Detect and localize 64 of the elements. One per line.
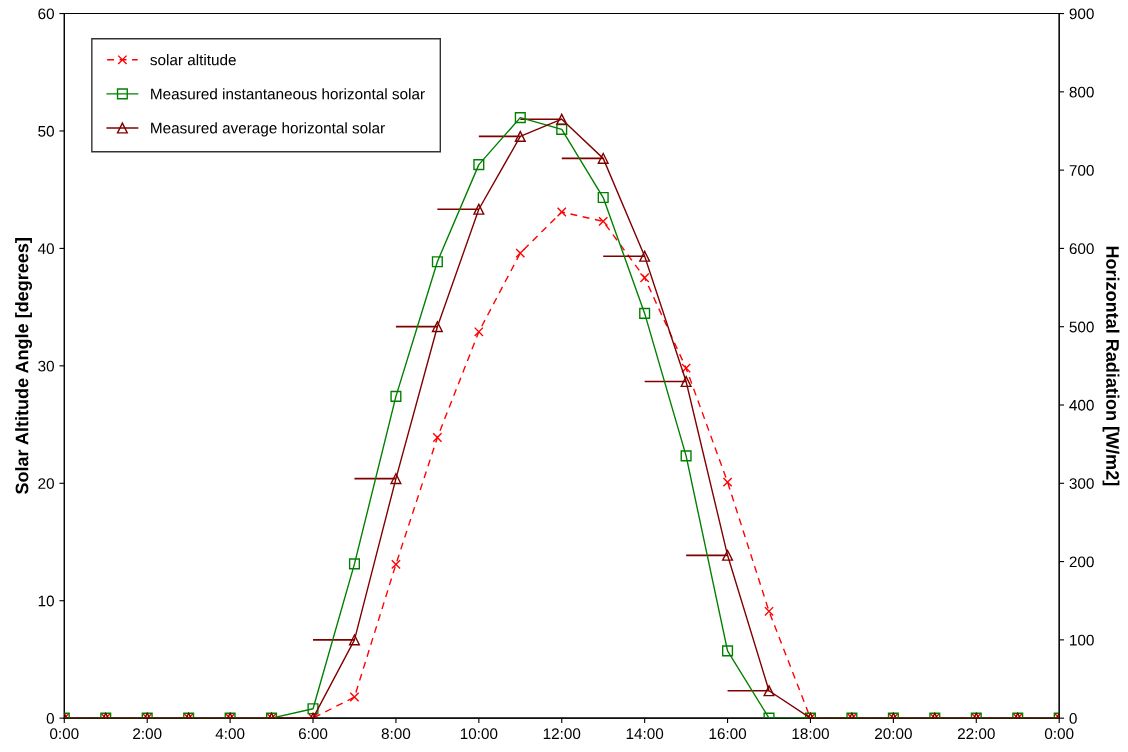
point — [681, 363, 691, 374]
point — [431, 321, 443, 333]
y2-tick-label: 300 — [1069, 478, 1094, 489]
y-tick-label: 20 — [38, 478, 54, 489]
y-tick-label: 50 — [38, 125, 54, 137]
y2-tick-label: 800 — [1069, 86, 1094, 98]
point — [473, 203, 485, 215]
point — [348, 558, 361, 570]
point — [597, 152, 609, 164]
point — [514, 112, 526, 124]
x-tick-label: 6:00 — [298, 728, 328, 740]
legend-label: Measured average horizontal solar — [151, 122, 385, 137]
y-tick-label: 30 — [38, 360, 54, 372]
y-axis-title: Solar Altitude Angle [degrees] — [15, 238, 33, 495]
x-tick-label: 14:00 — [626, 728, 664, 740]
y2-tick-label: 400 — [1069, 399, 1094, 411]
point — [515, 248, 526, 258]
y-tick-label: 40 — [37, 243, 54, 255]
point — [390, 473, 402, 485]
point — [639, 307, 651, 319]
point — [391, 559, 401, 570]
point — [639, 272, 650, 283]
point — [556, 113, 568, 125]
point — [680, 450, 692, 462]
y-tick-label: 10 — [38, 595, 54, 607]
y-tick-label: 60 — [38, 8, 54, 20]
x-tick-label: 2:00 — [133, 728, 162, 740]
point — [390, 390, 402, 402]
x-tick-label: 22:00 — [957, 728, 995, 740]
point — [764, 606, 774, 617]
point — [639, 250, 651, 262]
point — [597, 191, 609, 204]
point — [556, 123, 568, 135]
y2-axis-title: Horizontal Radiation [W/m2] — [1102, 246, 1120, 486]
y2-tick-label: 700 — [1069, 164, 1094, 176]
point — [680, 375, 692, 388]
x-tick-label: 10:00 — [460, 728, 498, 740]
point — [556, 207, 567, 217]
y2-tick-label: 500 — [1069, 321, 1094, 333]
point — [514, 130, 526, 143]
x-tick-label: 0:00 — [1044, 728, 1074, 740]
x-tick-label: 16:00 — [709, 728, 747, 740]
y2-tick-label: 900 — [1069, 8, 1094, 20]
x-tick-label: 8:00 — [381, 728, 411, 740]
point — [349, 692, 360, 702]
y2-tick-label: 600 — [1069, 243, 1094, 255]
point — [473, 159, 485, 171]
point — [431, 256, 443, 268]
point — [432, 432, 443, 443]
point — [722, 477, 733, 487]
x-tick-label: 20:00 — [875, 728, 912, 740]
legend-label: solar altitude — [150, 54, 236, 66]
y2-tick-label: 0 — [1069, 713, 1077, 724]
x-tick-label: 4:00 — [215, 728, 245, 740]
x-tick-label: 18:00 — [792, 728, 829, 740]
y-tick-label: 0 — [46, 713, 54, 724]
x-tick-label: 12:00 — [543, 728, 581, 740]
point — [598, 216, 609, 227]
point — [722, 549, 734, 561]
y2-tick-label: 100 — [1070, 634, 1094, 646]
legend-label: Measured instantaneous horizontal solar — [151, 88, 425, 100]
point — [473, 326, 484, 337]
y2-tick-label: 200 — [1069, 556, 1094, 568]
x-tick-label: 0:00 — [50, 728, 79, 740]
